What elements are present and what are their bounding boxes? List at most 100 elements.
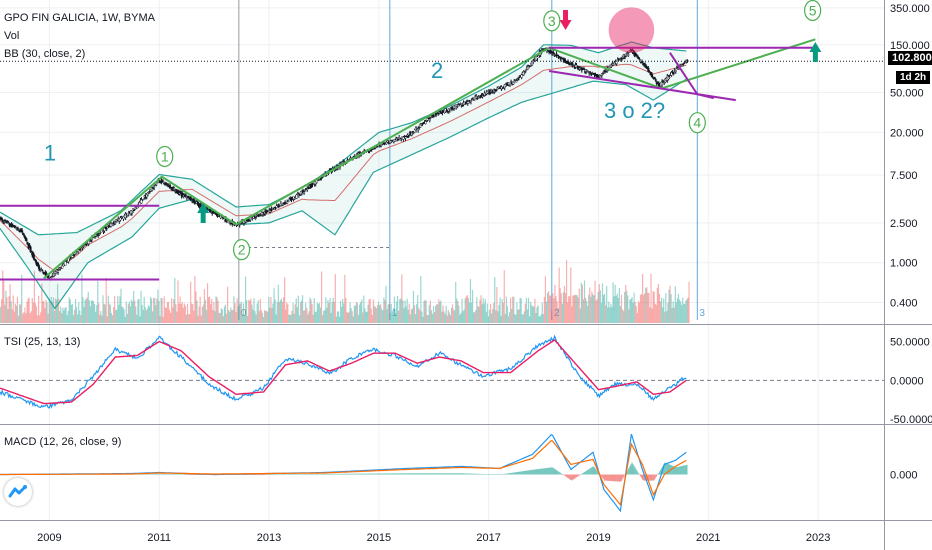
volume-bar [42, 301, 44, 323]
volume-bar [550, 295, 552, 323]
volume-bar [592, 294, 594, 323]
macd-histogram-bar [158, 473, 160, 475]
volume-bar [523, 311, 525, 323]
volume-bar [251, 304, 253, 323]
candle-body [319, 178, 322, 180]
volume-bar [89, 306, 91, 323]
volume-bar [413, 305, 416, 323]
volume-bar [1, 299, 3, 323]
macd-histogram-bar [601, 474, 604, 478]
volume-bar [305, 302, 307, 323]
macd-histogram-bar [430, 473, 433, 475]
volume-bar [331, 301, 333, 323]
volume-bar [223, 306, 226, 323]
volume-bar [303, 310, 305, 323]
volume-bar [278, 302, 280, 323]
volume-bar [189, 314, 191, 323]
volume-bar [292, 302, 294, 323]
macd-histogram-bar [502, 474, 504, 475]
volume-bar [309, 297, 311, 323]
macd-histogram-bar [359, 473, 361, 475]
volume-bar [518, 309, 520, 323]
volume-bar [565, 259, 568, 323]
macd-histogram-bar [605, 474, 607, 481]
macd-histogram-bar [191, 474, 193, 476]
macd-histogram-bar [298, 474, 301, 475]
volume-bar [680, 301, 682, 323]
volume-bar [72, 314, 75, 323]
macd-histogram-bar [247, 474, 249, 476]
volume-bar [107, 295, 109, 323]
volume-bar [549, 295, 551, 323]
macd-histogram-bar [600, 474, 603, 477]
volume-bar [109, 305, 112, 323]
volume-bar [116, 309, 118, 323]
volume-bar [208, 297, 210, 323]
volume-bar [99, 314, 101, 323]
macd-histogram-bar [268, 474, 270, 476]
volume-bar [14, 303, 16, 323]
volume-bar [500, 315, 502, 323]
macd-histogram-bar [334, 473, 336, 475]
macd-histogram-bar [573, 474, 575, 480]
wave-count-circle [688, 112, 706, 134]
macd-histogram-bar [630, 464, 632, 475]
macd-histogram-bar [594, 467, 596, 475]
candle-body [140, 199, 143, 204]
volume-bar [13, 311, 15, 323]
volume-bar [256, 303, 258, 323]
volume-bar [631, 297, 633, 323]
volume-bar [450, 307, 453, 323]
volume-bar [524, 303, 526, 323]
volume-bar [678, 299, 681, 323]
macd-histogram-bar [674, 466, 676, 475]
volume-bar [228, 310, 230, 323]
macd-histogram-bar [291, 474, 293, 475]
candle-body [495, 89, 498, 92]
macd-histogram-bar [445, 473, 447, 475]
macd-histogram-bar [506, 473, 509, 475]
volume-bar [164, 307, 166, 323]
macd-histogram-bar [347, 473, 349, 475]
macd-histogram-bar [624, 474, 626, 476]
volume-bar [146, 308, 148, 323]
volume-bar [111, 315, 114, 323]
volume-bar [479, 299, 481, 323]
volume-bar [68, 297, 70, 323]
volume-bar [495, 310, 497, 323]
volume-bar [348, 311, 350, 323]
macd-histogram-bar [163, 474, 165, 475]
macd-histogram-bar [181, 474, 183, 475]
volume-legend: Vol [4, 30, 20, 42]
volume-bar [448, 312, 450, 323]
volume-bar [681, 305, 683, 323]
macd-histogram-bar [363, 473, 365, 475]
volume-bar [217, 300, 219, 323]
volume-bar [156, 298, 158, 323]
volume-bar [225, 313, 228, 323]
macd-histogram-bar [681, 465, 683, 475]
volume-bar [452, 309, 455, 323]
volume-bar [645, 287, 647, 323]
tradingview-logo[interactable] [4, 478, 32, 506]
candle-body [142, 198, 145, 201]
macd-histogram-bar [658, 471, 661, 475]
macd-histogram-bar [252, 474, 254, 476]
macd-histogram-bar [265, 474, 267, 476]
macd-histogram-bar [615, 474, 617, 482]
volume-bar [515, 314, 517, 323]
volume-bar [647, 292, 649, 323]
volume-bar [402, 300, 404, 323]
volume-bar [193, 310, 195, 323]
volume-bar [494, 277, 496, 323]
macd-histogram-bar [251, 474, 253, 476]
volume-bar [19, 304, 21, 323]
candle-body [523, 71, 526, 74]
macd-histogram-bar [410, 473, 412, 475]
volume-bar [466, 295, 468, 323]
volume-bar [91, 299, 94, 323]
volume-bar [507, 316, 510, 323]
macd-histogram [0, 462, 688, 482]
candle-body [509, 85, 512, 87]
